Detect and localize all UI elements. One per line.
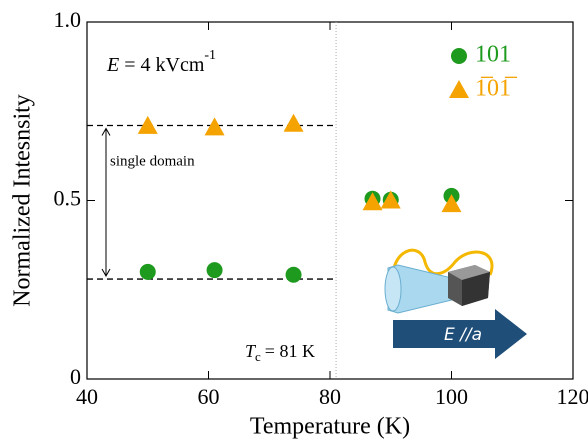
tc-label: Tc= 81 K bbox=[245, 341, 315, 364]
y-tick-label: 0 bbox=[70, 364, 81, 389]
chart: 40608010012000.51.0Temperature (K)Normal… bbox=[0, 0, 588, 441]
data-point bbox=[286, 267, 302, 283]
arrow-label: E //a bbox=[444, 325, 482, 345]
domain-label: single domain bbox=[110, 153, 195, 169]
x-tick-label: 100 bbox=[435, 384, 468, 409]
y-tick-label: 1.0 bbox=[54, 7, 82, 32]
field-text: = 4 kVcm bbox=[124, 54, 205, 76]
data-point bbox=[207, 262, 223, 278]
field-sup: -1 bbox=[204, 48, 216, 63]
field-symbol: E bbox=[106, 54, 119, 76]
x-tick-label: 80 bbox=[319, 384, 341, 409]
y-tick-label: 0.5 bbox=[54, 186, 82, 211]
legend-label: 101 bbox=[475, 42, 511, 68]
y-axis-label: Normalized Intesnsity bbox=[10, 94, 36, 307]
x-tick-label: 60 bbox=[198, 384, 220, 409]
legend-label: 1̅01̅ bbox=[475, 76, 518, 102]
x-tick-label: 120 bbox=[557, 384, 588, 409]
field-label: E= 4 kVcm-1 bbox=[106, 48, 216, 75]
legend-marker bbox=[451, 48, 467, 64]
x-axis-label: Temperature (K) bbox=[250, 414, 410, 440]
data-point bbox=[140, 264, 156, 280]
data-point bbox=[205, 117, 225, 135]
data-point bbox=[284, 114, 304, 132]
tc-text: = 81 K bbox=[265, 341, 315, 361]
legend-marker bbox=[449, 80, 469, 98]
tc-sub: c bbox=[255, 349, 261, 364]
